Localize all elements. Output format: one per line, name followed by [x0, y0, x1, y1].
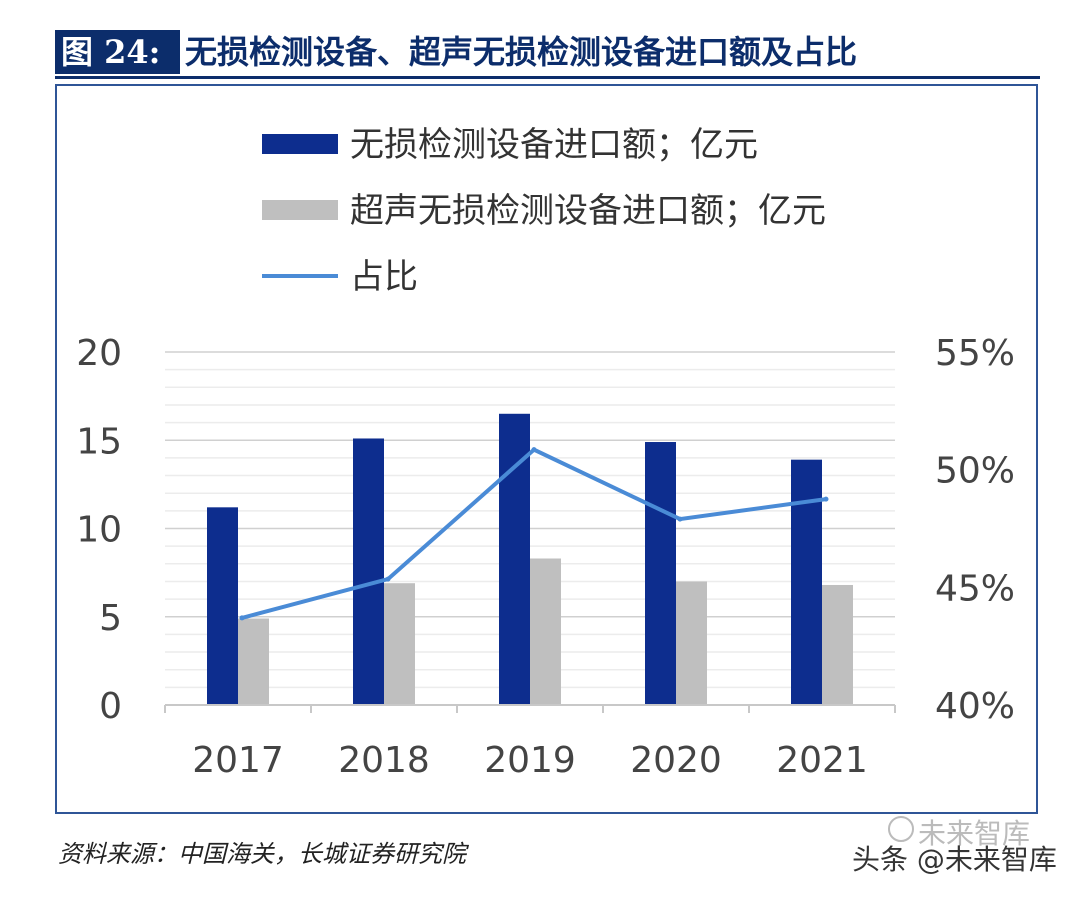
legend-label: 占比 — [350, 257, 418, 297]
y-right-tick-label: 40% — [935, 686, 1015, 727]
share-line-point — [677, 516, 683, 522]
bar-ultrasonic-import — [384, 583, 415, 705]
x-tick-label: 2017 — [192, 740, 284, 781]
legend-label: 超声无损检测设备进口额；亿元 — [350, 191, 826, 231]
watermark-logo: 未来智库 — [918, 817, 1031, 850]
source-note: 资料来源：中国海关，长城证券研究院 — [58, 840, 466, 868]
legend-swatch-ndt — [262, 134, 338, 154]
figure-title-bar: 图 24: 无损检测设备、超声无损检测设备进口额及占比 — [55, 30, 1040, 79]
y-left-tick-label: 0 — [99, 686, 122, 727]
bar-ndt-import — [645, 442, 676, 705]
bar-ultrasonic-import — [676, 581, 707, 705]
x-tick-label: 2018 — [338, 740, 430, 781]
figure-number: 图 24: — [55, 30, 180, 74]
y-right-tick-label: 50% — [935, 451, 1015, 492]
x-tick-label: 2019 — [484, 740, 576, 781]
x-tick-label: 2020 — [630, 740, 722, 781]
y-left-tick-label: 15 — [76, 421, 122, 462]
bar-ndt-import — [791, 459, 822, 705]
x-tick-label: 2021 — [776, 740, 868, 781]
bar-ultrasonic-import — [530, 558, 561, 705]
share-line-point — [531, 447, 537, 453]
legend-label: 无损检测设备进口额；亿元 — [350, 125, 758, 165]
y-left-tick-label: 5 — [99, 598, 122, 639]
share-line-point — [385, 576, 391, 582]
watermark-text: 头条 @未来智库 — [852, 843, 1057, 876]
legend-swatch-ultrasonic — [262, 200, 338, 220]
bar-ultrasonic-import — [822, 584, 853, 705]
share-line-point — [823, 496, 829, 502]
chart-frame — [55, 84, 1038, 814]
share-line — [239, 447, 829, 621]
bar-ndt-import — [207, 507, 238, 705]
y-right-tick-label: 45% — [935, 568, 1015, 609]
y-left-tick-label: 20 — [76, 333, 122, 374]
bar-ndt-import — [353, 438, 384, 705]
share-line-point — [239, 615, 245, 621]
bar-ultrasonic-import — [238, 618, 269, 705]
y-left-tick-label: 10 — [76, 510, 122, 551]
figure-title: 无损检测设备、超声无损检测设备进口额及占比 — [185, 33, 858, 71]
axes: 0 5 10 15 20 40% 45% 50% 55% 2017 2018 2019 2020 2021 — [76, 333, 1015, 781]
watermark-icon — [888, 816, 914, 842]
grid-lines — [165, 351, 895, 689]
y-right-tick-label: 55% — [935, 333, 1015, 374]
bar-ndt-import — [499, 413, 530, 705]
